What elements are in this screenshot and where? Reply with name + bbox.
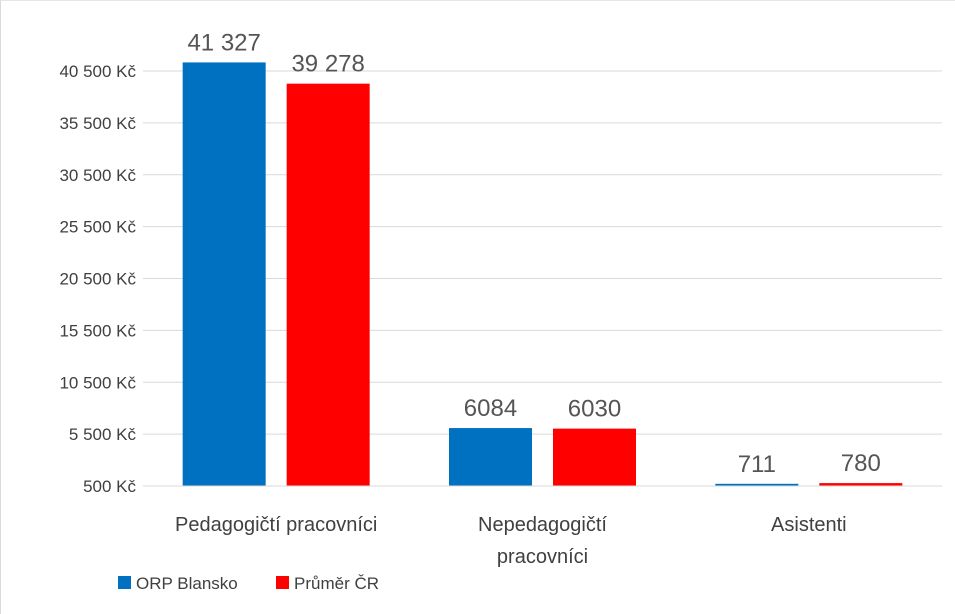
gridlines (143, 70, 942, 435)
category-label: Nepedagogičtí (478, 514, 607, 536)
y-tick-label: 40 500 Kč (59, 62, 136, 81)
bar-prumer-cr (553, 428, 636, 486)
y-tick-label: 35 500 Kč (59, 114, 136, 133)
y-tick-label: 15 500 Kč (59, 321, 136, 340)
y-tick-label: 25 500 Kč (59, 218, 136, 237)
category-labels: Pedagogičtí pracovníci Nepedagogičtí praco… (175, 514, 847, 568)
y-tick-label: 500 Kč (83, 477, 136, 496)
legend: ORP Blansko Průměr ČR (118, 574, 379, 593)
y-tick-label: 5 500 Kč (69, 425, 137, 444)
legend-swatch (118, 576, 131, 589)
data-label: 6030 (568, 396, 621, 423)
data-label: 41 327 (187, 29, 260, 56)
bar-orp-blansko (182, 62, 266, 487)
legend-label: Průměr ČR (294, 574, 379, 593)
legend-label: ORP Blansko (136, 574, 238, 593)
bar-prumer-cr (819, 483, 903, 486)
y-tick-label: 20 500 Kč (59, 270, 136, 289)
y-tick-label: 30 500 Kč (59, 166, 136, 185)
data-label: 39 278 (291, 51, 364, 78)
data-label: 711 (738, 451, 776, 478)
data-label: 6084 (464, 395, 517, 422)
bars (182, 62, 903, 487)
bar-orp-blansko (449, 428, 532, 486)
category-label: Pedagogičtí pracovníci (175, 514, 377, 536)
bar-prumer-cr (286, 83, 370, 486)
bar-orp-blansko (715, 483, 799, 486)
data-label: 780 (841, 450, 881, 477)
y-axis-ticks: 500 Kč 5 500 Kč 10 500 Kč 15 500 Kč 20 500 K… (59, 62, 136, 496)
y-tick-label: 10 500 Kč (59, 373, 136, 392)
category-label: pracovníci (497, 546, 588, 568)
data-labels: 41 327 39 278 6084 6030 711 780 (187, 29, 880, 477)
category-label: Asistenti (771, 514, 847, 536)
legend-swatch (276, 576, 289, 589)
